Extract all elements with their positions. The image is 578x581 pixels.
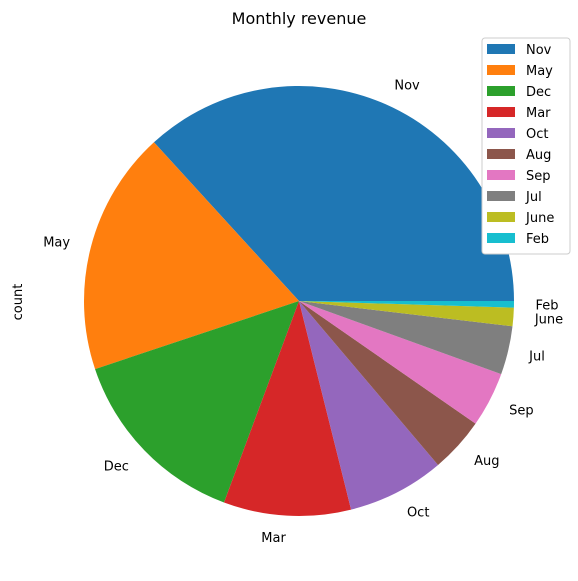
legend-items: Nov May Dec Mar Oct Aug Sep Jul June Feb (487, 43, 554, 247)
slice-label-aug: Aug (474, 454, 499, 469)
legend-label-sep: Sep (526, 169, 551, 184)
legend-label-oct: Oct (526, 127, 548, 142)
y-axis-label: count (11, 284, 26, 321)
slice-label-sep: Sep (509, 404, 534, 419)
legend-label-june: June (525, 211, 554, 226)
legend-swatch-feb (487, 233, 515, 243)
slice-label-oct: Oct (407, 505, 429, 520)
legend-label-aug: Aug (526, 148, 551, 163)
legend-label-jul: Jul (525, 190, 542, 205)
legend-label-mar: Mar (526, 106, 551, 121)
legend-swatch-nov (487, 44, 515, 54)
slice-label-june: June (534, 313, 563, 328)
legend-label-feb: Feb (526, 232, 549, 247)
pie-slice-nov (153, 85, 514, 301)
legend-swatch-aug (487, 149, 515, 159)
pie-slice-mar (224, 301, 352, 516)
slice-label-nov: Nov (394, 79, 420, 94)
legend-swatch-jul (487, 191, 515, 201)
legend-swatch-mar (487, 107, 515, 117)
legend-swatch-may (487, 65, 515, 75)
pie-slices (84, 85, 514, 516)
pie-slice-dec (95, 301, 299, 503)
pie-slice-june (299, 301, 514, 327)
slice-label-mar: Mar (261, 531, 286, 546)
legend-label-dec: Dec (526, 85, 551, 100)
legend-swatch-dec (487, 86, 515, 96)
slice-label-may: May (43, 236, 70, 251)
pie-slice-may (84, 142, 299, 370)
pie-slice-jul (299, 301, 513, 375)
pie-slice-feb (299, 301, 514, 308)
legend-swatch-sep (487, 170, 515, 180)
legend: Nov May Dec Mar Oct Aug Sep Jul June Feb (481, 37, 571, 255)
legend-label-may: May (526, 64, 553, 79)
pie-slice-aug (299, 301, 476, 465)
slice-label-dec: Dec (104, 459, 129, 474)
legend-swatch-oct (487, 128, 515, 138)
chart-title: Monthly revenue (232, 9, 367, 28)
pie-slice-oct (299, 301, 439, 510)
slice-label-jul: Jul (528, 349, 545, 364)
pie-slice-sep (299, 301, 502, 424)
legend-swatch-june (487, 212, 515, 222)
slice-label-feb: Feb (535, 299, 558, 314)
legend-label-nov: Nov (526, 43, 552, 58)
